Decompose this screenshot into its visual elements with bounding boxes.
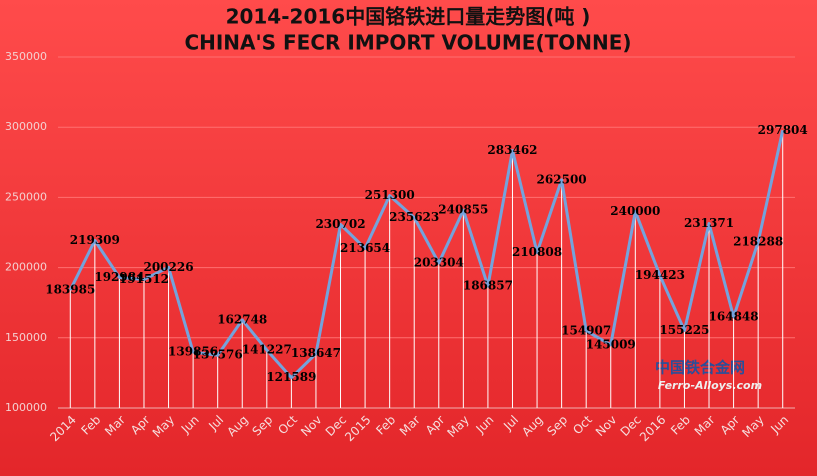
data-label: 235623 bbox=[389, 210, 439, 224]
data-label: 155225 bbox=[659, 323, 709, 337]
data-label: 183985 bbox=[45, 283, 95, 297]
y-tick-label: 300000 bbox=[5, 120, 47, 133]
data-label: 203304 bbox=[414, 255, 464, 269]
watermark: 中国铁合金网 bbox=[655, 359, 745, 377]
y-tick-label: 250000 bbox=[5, 190, 47, 203]
data-label: 297804 bbox=[758, 123, 808, 137]
data-label: 164848 bbox=[709, 309, 759, 323]
data-label: 154907 bbox=[561, 323, 611, 337]
data-label: 283462 bbox=[487, 143, 537, 157]
data-label: 219309 bbox=[70, 233, 120, 247]
data-label: 139856 bbox=[168, 345, 218, 359]
y-tick-label: 200000 bbox=[5, 261, 47, 274]
line bbox=[68, 129, 785, 380]
y-tick-label: 150000 bbox=[5, 331, 47, 344]
y-tick-label: 100000 bbox=[5, 401, 47, 414]
y-tick-label: 350000 bbox=[5, 50, 47, 63]
data-label: 186857 bbox=[463, 279, 513, 293]
data-label: 162748 bbox=[217, 312, 267, 326]
data-label: 141227 bbox=[242, 343, 292, 357]
data-label: 262500 bbox=[537, 172, 587, 186]
data-label: 240855 bbox=[438, 203, 488, 217]
data-label: 121589 bbox=[266, 370, 316, 384]
data-label: 138647 bbox=[291, 346, 341, 360]
chart-title: 2014-2016中国铬铁进口量走势图(吨 ) bbox=[226, 5, 591, 29]
data-label: 230702 bbox=[315, 217, 365, 231]
data-label: 200226 bbox=[143, 260, 193, 274]
data-label: 191512 bbox=[119, 272, 169, 286]
data-label: 251300 bbox=[365, 188, 415, 202]
data-label: 213654 bbox=[340, 241, 390, 255]
data-label: 231371 bbox=[684, 216, 734, 230]
data-label: 194423 bbox=[635, 268, 685, 282]
data-label: 192984 bbox=[94, 270, 144, 284]
data-label: 218288 bbox=[733, 234, 783, 248]
chart-subtitle: CHINA'S FECR IMPORT VOLUME(TONNE) bbox=[184, 31, 631, 55]
data-label: 145009 bbox=[586, 337, 636, 351]
data-label: 240000 bbox=[610, 204, 660, 218]
watermark-sub: Ferro-Alloys.com bbox=[658, 379, 762, 392]
data-label: 137576 bbox=[193, 348, 243, 362]
data-label: 210808 bbox=[512, 245, 562, 259]
